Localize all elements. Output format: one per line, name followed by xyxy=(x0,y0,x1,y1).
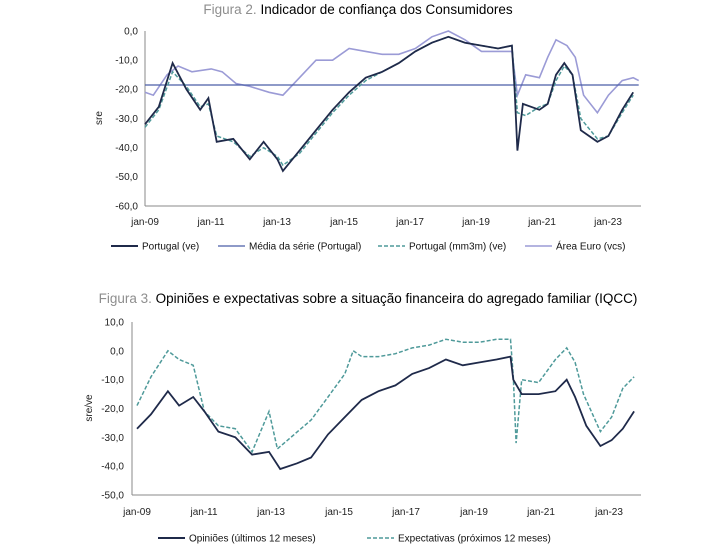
figure-2-label: Figura 2. xyxy=(203,2,256,17)
series-line-expectativas xyxy=(136,338,635,454)
figure-3-y-axis: 10,0 0,0 -10,0 -20,0 -30,0 -40,0 -50,0 xyxy=(101,318,133,502)
figure-2-x-tick: jan-11 xyxy=(196,217,224,228)
figure-3-x-tick: jan-21 xyxy=(526,507,555,518)
figure-2-y-tick: 0,0 xyxy=(124,27,138,38)
series-line-portugal-ve xyxy=(144,35,634,173)
figure-2-y-tick: -10,0 xyxy=(115,56,138,67)
legend-label-portugal-mm3m: Portugal (mm3m) (ve) xyxy=(409,242,506,253)
legend-label-area-euro: Área Euro (vcs) xyxy=(556,240,625,253)
figure-3-y-axis-label: sre/ve xyxy=(84,394,95,422)
figure-2-x-tick: jan-09 xyxy=(130,217,159,228)
figure-2-x-tick: jan-23 xyxy=(593,217,622,228)
figure-3-x-tick: jan-13 xyxy=(256,507,285,518)
figure-2-y-tick: -20,0 xyxy=(115,85,138,96)
figure-2-x-tick: jan-15 xyxy=(329,217,358,228)
figure-3-x-tick: jan-11 xyxy=(189,507,217,518)
figure-2-y-tick: -60,0 xyxy=(115,202,138,213)
figure-2-title: Figura 2. Indicador de confiança dos Con… xyxy=(203,2,512,17)
figure-2: Figura 2. Indicador de confiança dos Con… xyxy=(94,2,641,253)
figure-3-y-tick: -50,0 xyxy=(101,491,124,502)
figure-2-plot xyxy=(144,30,640,173)
figure-3-title: Figura 3. Opiniões e expectativas sobre … xyxy=(99,291,638,306)
figure-2-y-axis-label: sre xyxy=(94,111,105,125)
figure-3-y-tick: -20,0 xyxy=(101,404,124,415)
figure-2-y-tick: -50,0 xyxy=(115,172,138,183)
figure-3-x-tick: jan-23 xyxy=(594,507,623,518)
series-line-portugal-mm3m xyxy=(144,36,634,167)
series-line-area-euro xyxy=(144,30,640,115)
figure-3-x-tick: jan-15 xyxy=(324,507,353,518)
figure-3-y-tick: 0,0 xyxy=(110,346,124,357)
figure-3-y-tick: -10,0 xyxy=(101,375,124,386)
legend-label-expectativas: Expectativas (próximos 12 meses) xyxy=(398,534,551,545)
figure-3-y-tick: -40,0 xyxy=(101,462,124,473)
figure-2-x-tick: jan-13 xyxy=(262,217,291,228)
figure-3-x-axis: jan-09 jan-11 jan-13 jan-15 jan-17 jan-1… xyxy=(122,494,641,518)
figure-3-x-tick: jan-19 xyxy=(459,507,488,518)
figure-3-legend: Opiniões (últimos 12 meses) Expectativas… xyxy=(158,534,551,545)
figure-2-x-tick: jan-21 xyxy=(527,217,556,228)
series-line-opinioes xyxy=(136,355,635,471)
figure-3-label: Figura 3. xyxy=(99,291,152,306)
figure-2-y-tick: -30,0 xyxy=(115,114,138,125)
figure-3-y-tick: 10,0 xyxy=(105,318,125,329)
figure-2-title-text: Indicador de confiança dos Consumidores xyxy=(260,2,512,17)
figure-2-legend: Portugal (ve) Média da série (Portugal) … xyxy=(111,240,625,253)
figure-3: Figura 3. Opiniões e expectativas sobre … xyxy=(84,291,641,545)
legend-label-portugal-ve: Portugal (ve) xyxy=(142,242,199,253)
figure-2-x-axis: jan-09 jan-11 jan-13 jan-15 jan-17 jan-1… xyxy=(130,205,641,228)
figure-2-x-tick: jan-17 xyxy=(395,217,424,228)
figure-3-y-tick: -30,0 xyxy=(101,433,124,444)
figure-3-x-tick: jan-17 xyxy=(391,507,420,518)
legend-label-opinioes: Opiniões (últimos 12 meses) xyxy=(189,534,316,545)
figure-2-x-tick: jan-19 xyxy=(461,217,490,228)
figure-2-y-axis: 0,0 -10,0 -20,0 -30,0 -40,0 -50,0 -60,0 xyxy=(115,27,146,213)
legend-label-media-da-serie: Média da série (Portugal) xyxy=(249,242,361,253)
figure-3-x-tick: jan-09 xyxy=(122,507,151,518)
figure-3-plot xyxy=(136,338,635,471)
figure-2-y-tick: -40,0 xyxy=(115,143,138,154)
figure-3-title-text: Opiniões e expectativas sobre a situação… xyxy=(156,291,638,306)
